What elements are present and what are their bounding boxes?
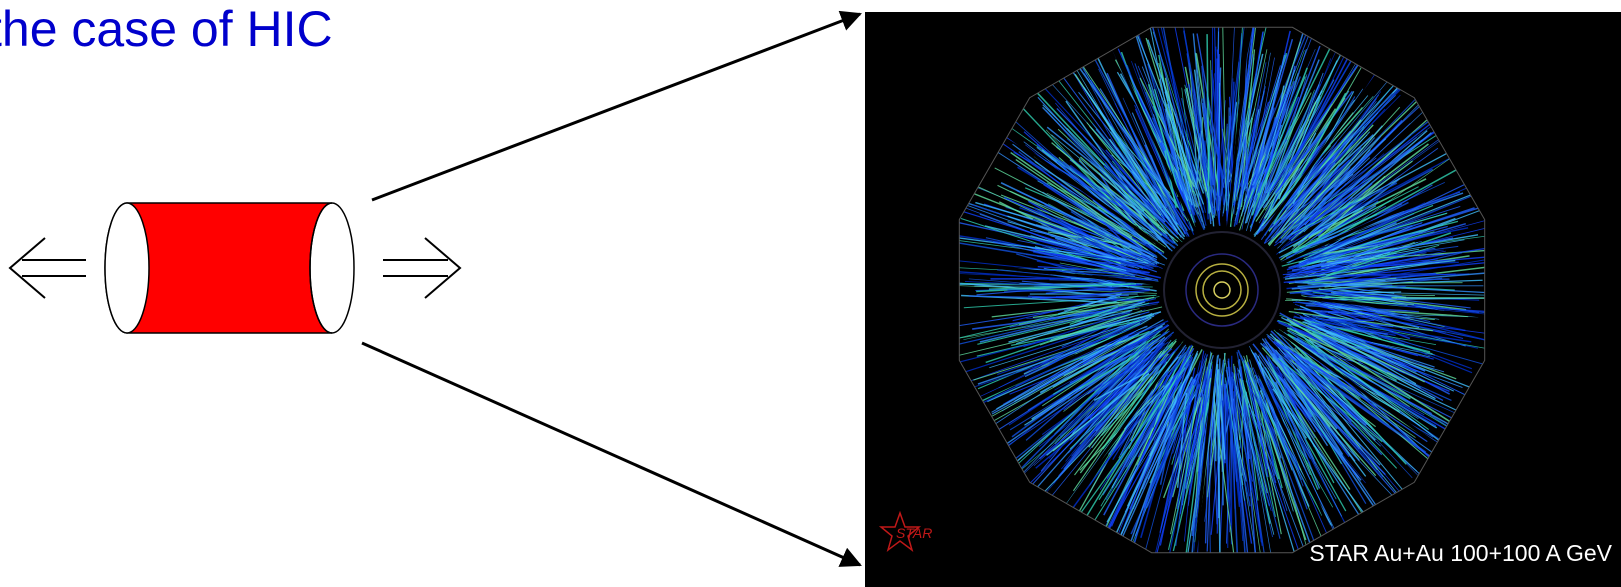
image-caption: STAR Au+Au 100+100 A GeV xyxy=(1309,540,1612,566)
inner-detector xyxy=(1164,232,1280,348)
zoom-line xyxy=(372,14,860,200)
track xyxy=(1223,375,1224,506)
nucleus-cylinder xyxy=(105,203,354,333)
track xyxy=(1326,320,1375,321)
slide-title: the case of HIC xyxy=(0,1,333,57)
zoom-line xyxy=(362,343,860,565)
track xyxy=(1293,297,1510,298)
left-double-arrow xyxy=(10,238,86,298)
star-logo-text: STAR xyxy=(896,525,932,541)
slide: the case of HIC STAR STAR Au+Au 100+100 … xyxy=(0,0,1621,587)
right-double-arrow xyxy=(383,238,460,298)
page: the case of HIC STAR STAR Au+Au 100+100 … xyxy=(0,0,1621,587)
